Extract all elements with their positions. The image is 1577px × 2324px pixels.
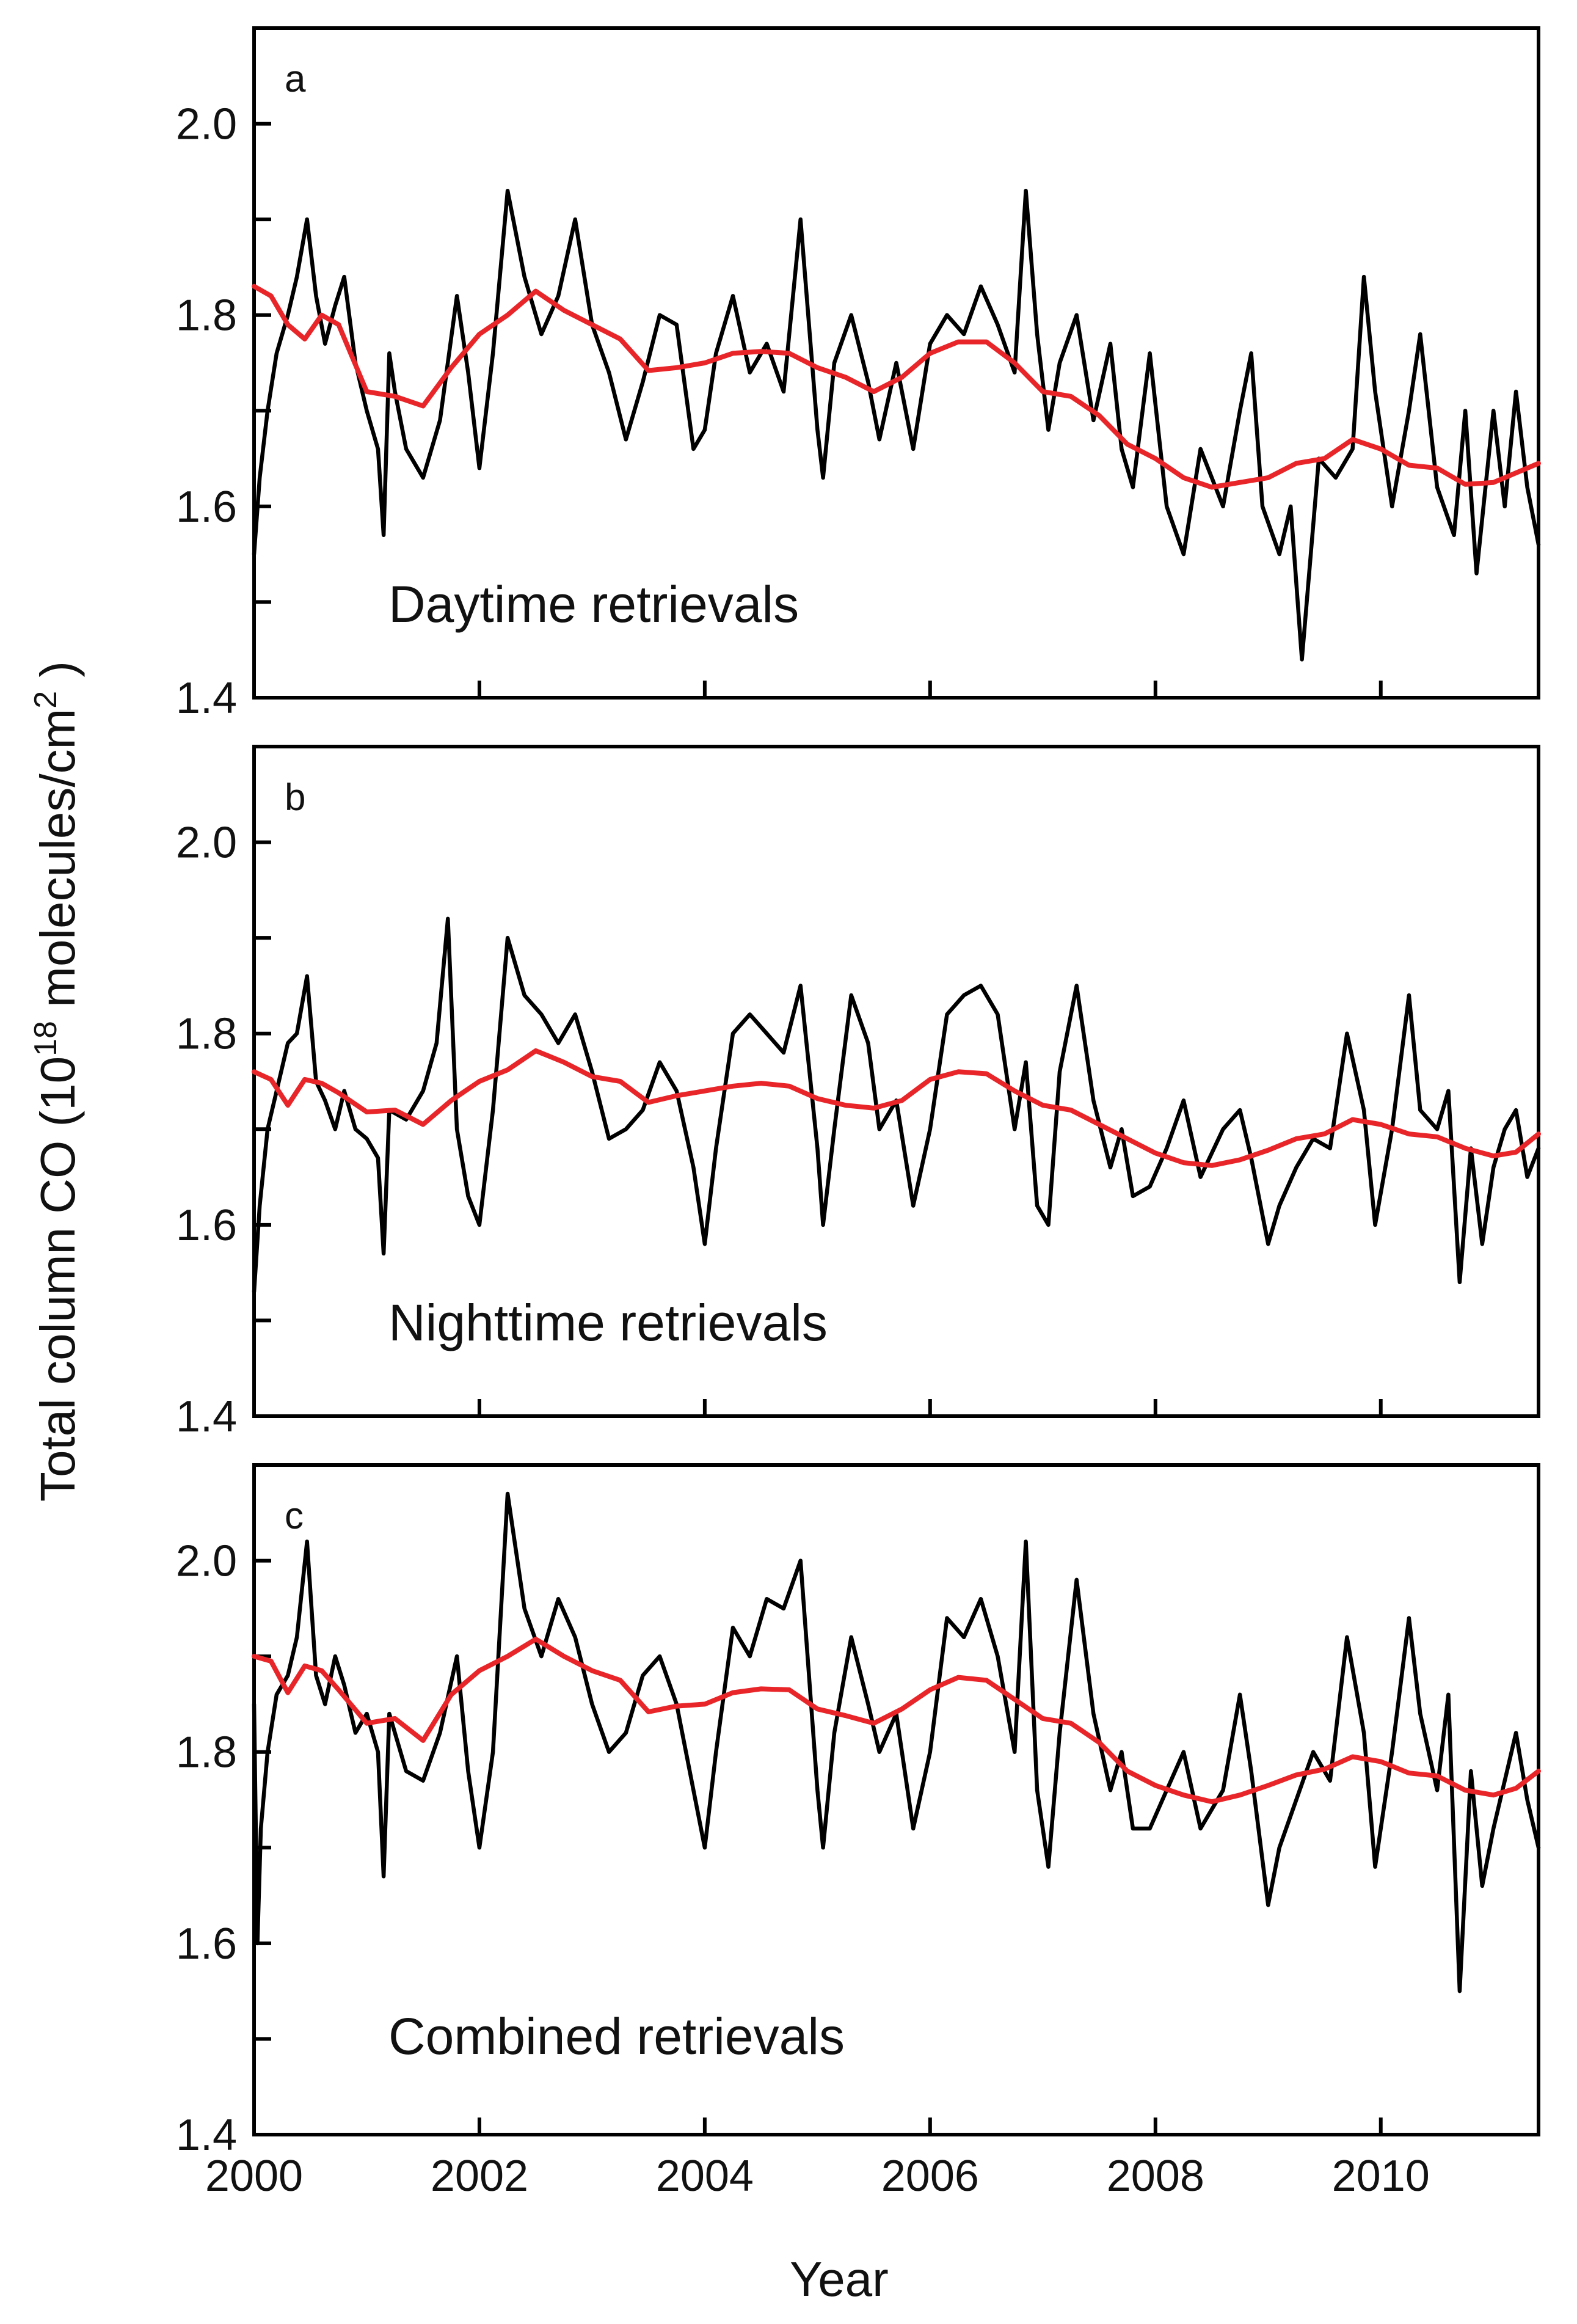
panel-a-y-ticks: 1.4 1.6 1.8 2.0 — [176, 100, 271, 723]
panel-c-trend-line — [252, 1637, 1541, 1805]
y-axis-title-suffix: ) — [31, 661, 85, 691]
panel-b-y-tick-label: 1.6 — [176, 1201, 237, 1250]
x-tick-label: 2008 — [1107, 2152, 1204, 2201]
panel-a-trend-line — [252, 283, 1541, 490]
panel-c-y-tick-label: 1.8 — [176, 1728, 237, 1777]
panel-b-letter: b — [285, 776, 305, 819]
panel-c-annotation: Combined retrievals — [388, 2008, 845, 2065]
panel-c-raw-series — [252, 1491, 1541, 1993]
panel-c-x-ticks — [252, 2118, 1383, 2135]
panel-a: 1.4 1.6 1.8 2.0 a Daytime retrievals — [176, 26, 1541, 723]
panel-b: 1.4 1.6 1.8 2.0 b Nighttime retrievals — [176, 745, 1541, 1441]
x-tick-label: 2006 — [881, 2152, 979, 2201]
x-tick-label: 2000 — [205, 2152, 303, 2201]
panel-a-annotation: Daytime retrievals — [388, 576, 799, 633]
y-axis-title: Total column CO (1018 molecules/cm2 ) — [28, 661, 85, 1502]
panel-a-x-ticks — [252, 681, 1383, 698]
panel-b-raw-series — [252, 916, 1541, 1294]
panel-a-y-tick-label: 2.0 — [176, 100, 237, 149]
panel-a-y-tick-label: 1.8 — [176, 291, 237, 340]
y-axis-title-sup2: 2 — [28, 691, 64, 709]
panel-b-y-tick-label: 2.0 — [176, 819, 237, 868]
y-axis-title-prefix: Total column CO (10 — [31, 1056, 85, 1502]
panel-b-frame — [252, 745, 1540, 1418]
x-tick-label: 2004 — [656, 2152, 754, 2201]
panel-c-y-tick-label: 2.0 — [176, 1537, 237, 1586]
panel-c-letter: c — [285, 1495, 304, 1537]
panel-c-y-tick-label: 1.4 — [176, 2111, 237, 2160]
x-axis-title: Year — [790, 2252, 889, 2306]
panel-b-y-tick-label: 1.4 — [176, 1392, 237, 1441]
panel-b-annotation: Nighttime retrievals — [388, 1294, 828, 1351]
panel-b-y-ticks: 1.4 1.6 1.8 2.0 — [176, 819, 271, 1441]
y-axis-title-middle: molecules/cm — [31, 709, 85, 1021]
x-tick-label: 2010 — [1332, 2152, 1430, 2201]
panel-b-x-ticks — [252, 1399, 1383, 1416]
panel-b-y-tick-label: 1.8 — [176, 1010, 237, 1059]
panel-a-y-tick-label: 1.6 — [176, 483, 237, 532]
x-tick-label: 2002 — [431, 2152, 528, 2201]
panel-a-frame — [252, 26, 1540, 700]
panel-b-trend-line — [252, 1048, 1541, 1168]
panel-a-y-tick-label: 1.4 — [176, 674, 237, 723]
panel-c: 1.4 1.6 1.8 2.0 c Combined retrievals — [176, 1463, 1541, 2160]
panel-a-letter: a — [285, 58, 306, 100]
y-axis-title-sup1: 18 — [28, 1021, 64, 1056]
panel-c-y-tick-label: 1.6 — [176, 1920, 237, 1968]
panel-a-raw-series — [252, 188, 1541, 662]
x-tick-labels: 2000 2002 2004 2006 2008 2010 — [205, 2152, 1430, 2201]
